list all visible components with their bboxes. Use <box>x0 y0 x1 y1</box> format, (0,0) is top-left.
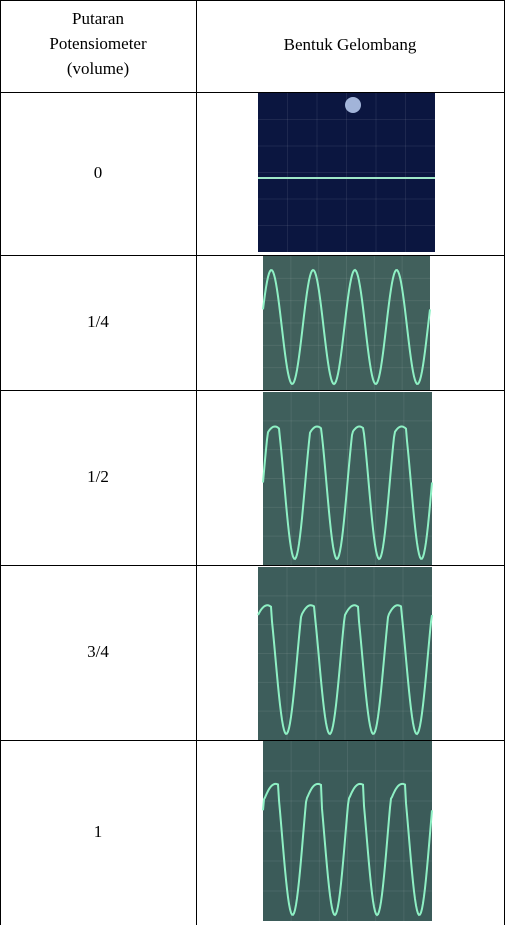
row-label: 0 <box>94 163 103 182</box>
row-label: 1/4 <box>87 312 109 331</box>
header-text: Bentuk Gelombang <box>284 35 417 54</box>
glare <box>345 97 361 113</box>
row-label: 3/4 <box>87 642 109 661</box>
row-label: 1/2 <box>87 467 109 486</box>
page: Putaran Potensiometer (volume) Bentuk Ge… <box>0 0 505 925</box>
rows: 0 1/4 1/2 3/4 1 <box>87 93 435 921</box>
row-label: 1 <box>94 822 103 841</box>
header-text: (volume) <box>67 59 129 78</box>
header-text: Potensiometer <box>49 34 147 53</box>
header-text: Putaran <box>72 9 124 28</box>
